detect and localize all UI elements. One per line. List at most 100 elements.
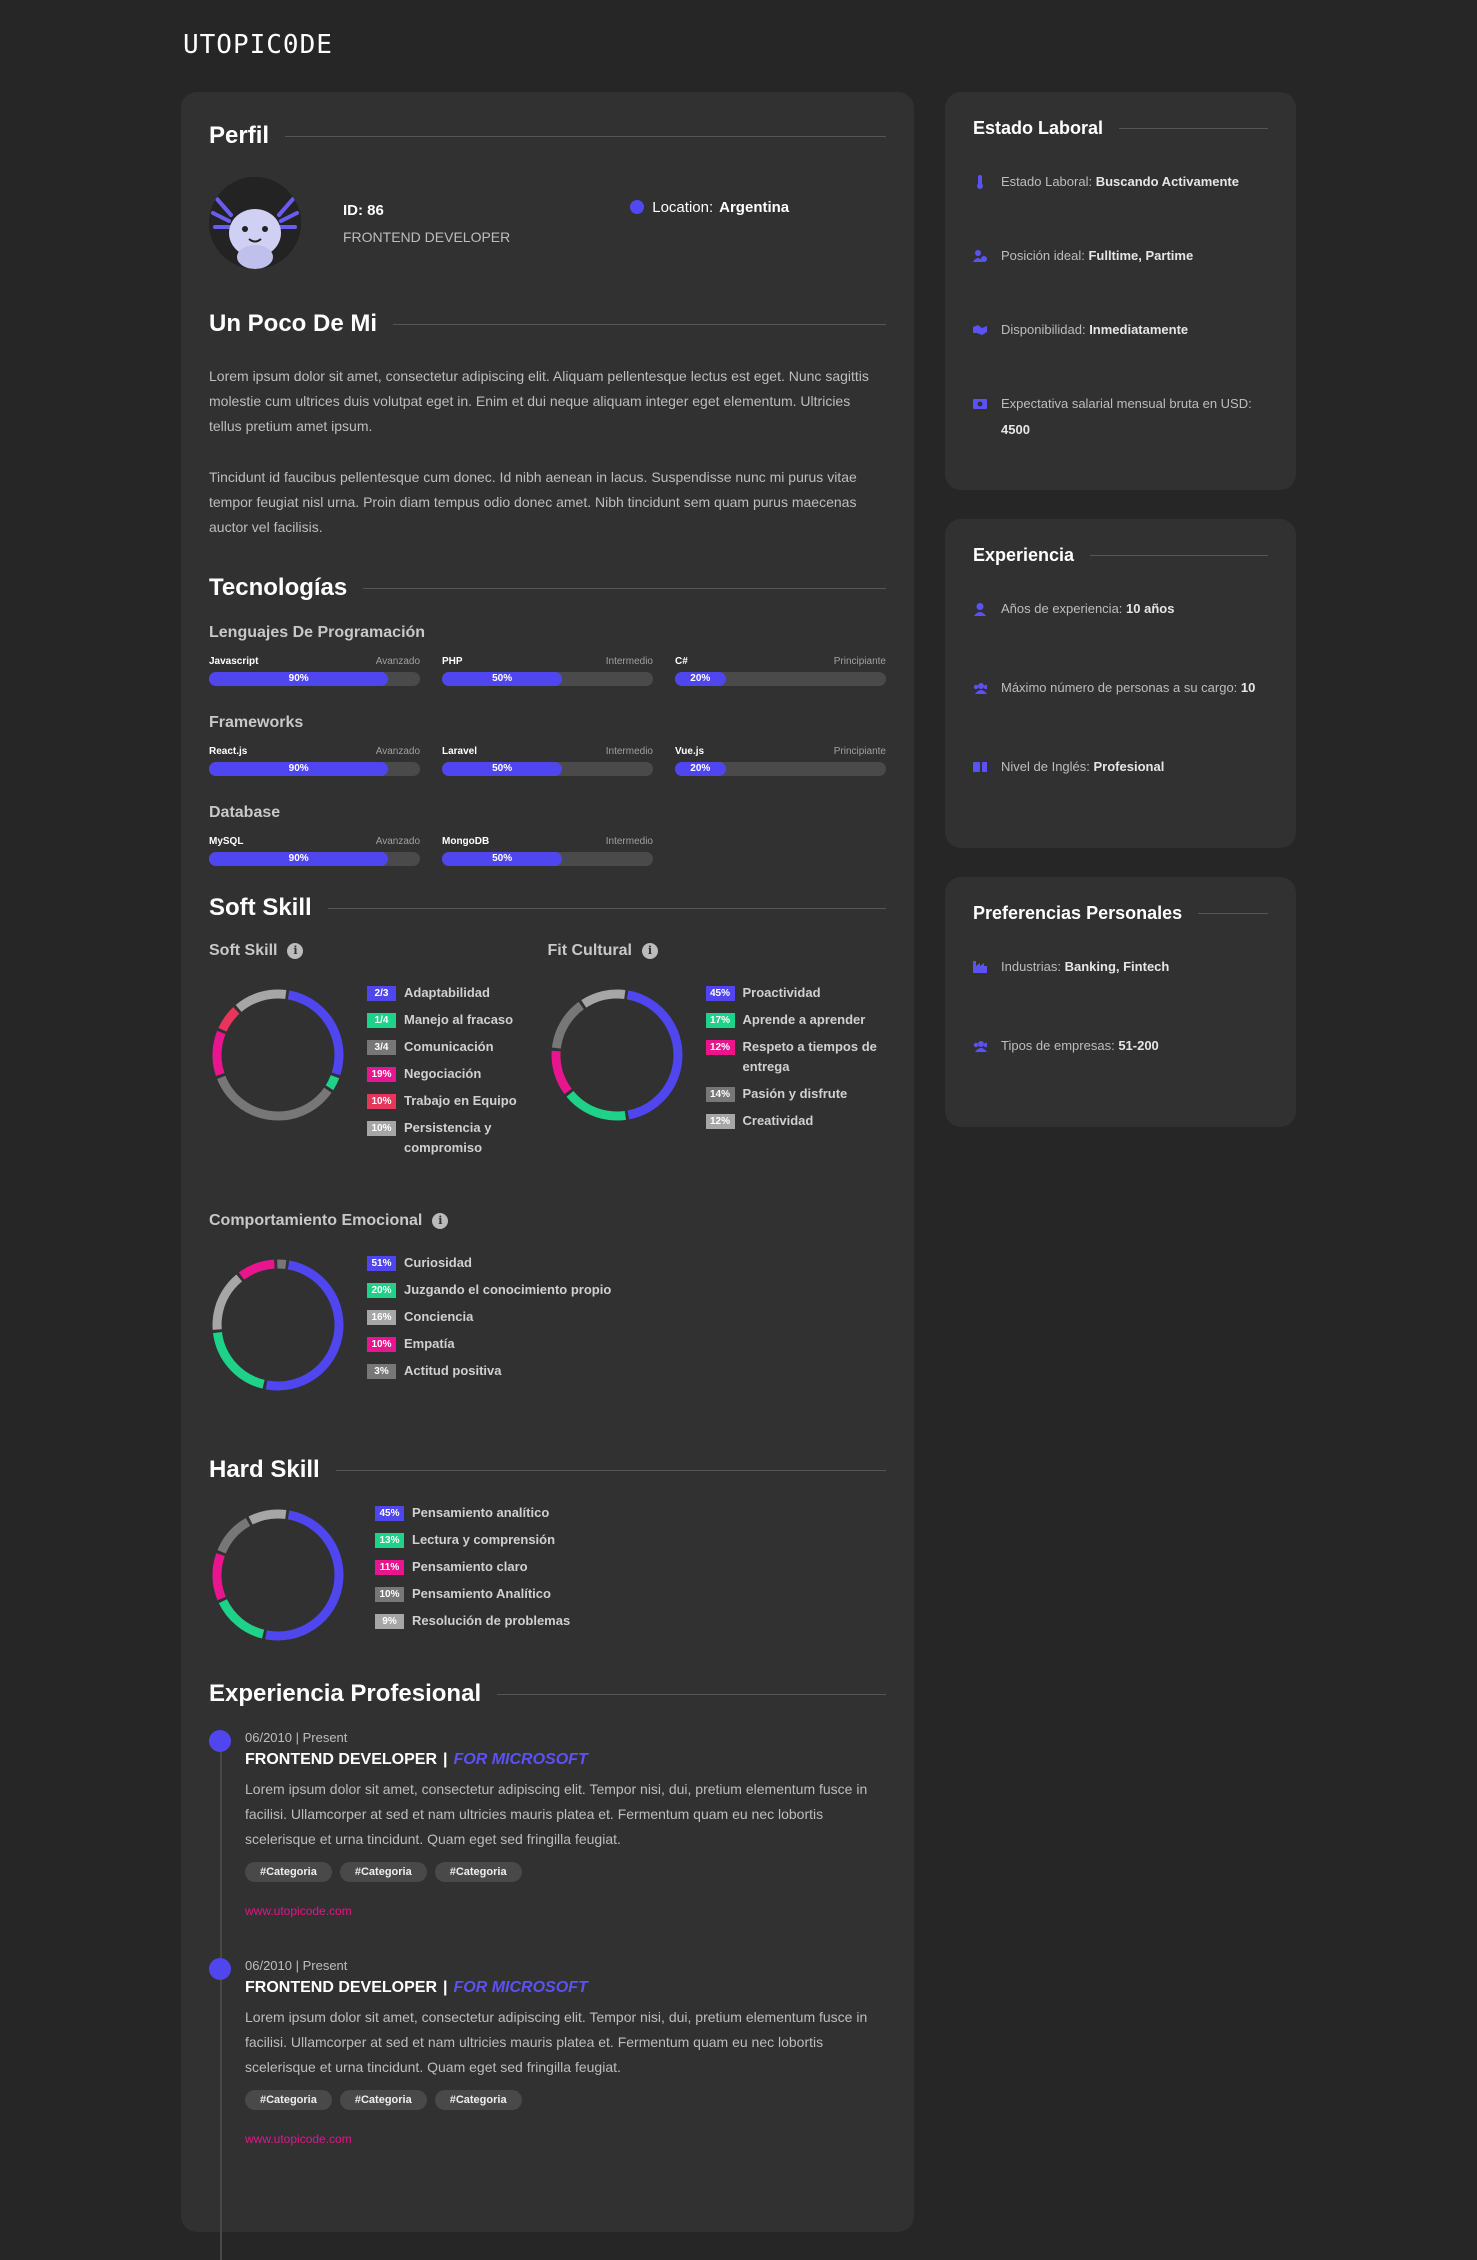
legend-item: 10% Persistencia y compromiso	[367, 1120, 548, 1158]
info-row: Estado Laboral: Buscando Activamente	[973, 169, 1268, 195]
tech-level: Intermedio	[605, 836, 653, 847]
tech-level: Avanzado	[375, 836, 420, 847]
main-card: Perfil ID: 86 FRONTEND DEVELOPER Locatio	[181, 92, 914, 2260]
legend-item: 10% Empatía	[367, 1336, 611, 1354]
info-label: Nivel de Inglés:	[1001, 759, 1090, 774]
info-value: Banking, Fintech	[1064, 959, 1170, 974]
tag-chip[interactable]: #Categoria	[245, 2090, 332, 2110]
job-date: 06/2010 | Present	[245, 1958, 348, 1973]
timeline-line	[220, 1740, 222, 2260]
legend-tag: 11%	[375, 1560, 404, 1575]
job-tags: #Categoria #Categoria #Categoria	[245, 2090, 886, 2110]
about-paragraph-1: Lorem ipsum dolor sit amet, consectetur …	[209, 368, 869, 434]
donut-segment	[212, 1509, 344, 1641]
job-description: Lorem ipsum dolor sit amet, consectetur …	[245, 2009, 868, 2075]
legend-label: Pasión y disfrute	[742, 1086, 848, 1101]
tech-name: Javascript	[209, 656, 259, 667]
info-icon[interactable]: i	[641, 943, 658, 959]
tech-progress-bar: 20%	[675, 672, 886, 686]
preferencias-title: Preferencias Personales	[973, 903, 1183, 923]
legend-item: 10% Trabajo en Equipo	[367, 1093, 548, 1111]
legend-label: Conciencia	[404, 1309, 474, 1324]
estado-rows: Estado Laboral: Buscando Activamente Posi…	[973, 169, 1268, 443]
job-role: FRONTEND DEVELOPER	[245, 1979, 438, 1996]
legend-item: 12% Creatividad	[705, 1113, 887, 1131]
tag-chip[interactable]: #Categoria	[245, 1862, 332, 1882]
legend-tag: 10%	[367, 1121, 396, 1136]
legend-label: Persistencia y compromiso	[404, 1120, 492, 1155]
donut-chart	[212, 1509, 344, 1641]
job-separator: |	[443, 1751, 448, 1768]
info-row: Expectativa salarial mensual bruta en US…	[973, 391, 1268, 443]
tech-grid: MySQL Avanzado 90% MongoDB Intermedio 50%	[209, 836, 886, 866]
legend-item: 11% Pensamiento claro	[375, 1559, 570, 1577]
legend-label: Respeto a tiempos de entrega	[742, 1039, 877, 1074]
job-link[interactable]: www.utopicode.com	[245, 2132, 352, 2146]
tech-progress-fill: 50%	[442, 852, 563, 866]
group-icon	[973, 1039, 987, 1053]
divider	[393, 323, 886, 325]
legend-tag: 1/4	[367, 1013, 396, 1028]
legend-tag: 12%	[705, 1114, 735, 1129]
tech-progress-bar: 20%	[675, 762, 886, 776]
info-icon[interactable]: i	[287, 943, 304, 959]
tech-name: React.js	[209, 746, 248, 757]
money-icon	[973, 397, 987, 411]
soft-skill-chart: Soft Skill i 2/3 Adaptabilidad 1/4 Manejo a…	[209, 942, 548, 1212]
legend-tag: 51%	[367, 1256, 396, 1271]
legend-label: Curiosidad	[404, 1255, 472, 1270]
legend-label: Adaptabilidad	[404, 985, 490, 1000]
experience-header: Experiencia Profesional	[209, 1680, 886, 1708]
tag-chip[interactable]: #Categoria	[434, 2090, 522, 2110]
donut-chart	[212, 1259, 344, 1391]
profile-title: Perfil	[209, 122, 270, 149]
legend-tag: 45%	[705, 986, 735, 1001]
info-icon[interactable]: i	[432, 1213, 449, 1229]
tech-progress-fill: 90%	[209, 672, 389, 686]
legend-item: 2/3 Adaptabilidad	[367, 985, 548, 1003]
donut-segment	[212, 989, 344, 1121]
tech-progress-fill: 20%	[675, 762, 726, 776]
experiencia-rows: Años de experiencia: 10 años Máximo númer…	[973, 596, 1268, 780]
donut-segment	[212, 1509, 344, 1641]
info-text: Expectativa salarial mensual bruta en US…	[1001, 391, 1268, 443]
job-tags: #Categoria #Categoria #Categoria	[245, 1862, 886, 1882]
hard-header: Hard Skill	[209, 1456, 886, 1484]
tag-chip[interactable]: #Categoria	[339, 1862, 427, 1882]
tech-group-title: Frameworks	[209, 714, 304, 731]
job-link[interactable]: www.utopicode.com	[245, 1904, 352, 1918]
legend-tag: 10%	[367, 1094, 396, 1109]
emotional-chart-label: Comportamiento Emocional	[209, 1212, 423, 1229]
legend-item: 45% Pensamiento analítico	[375, 1505, 570, 1523]
legend-label: Negociación	[404, 1066, 482, 1081]
tech-progress-fill: 20%	[675, 672, 726, 686]
divider	[285, 135, 886, 137]
fit-cultural-chart-title: Fit Cultural i	[548, 942, 887, 960]
avatar	[209, 177, 301, 269]
tech-name: C#	[675, 656, 688, 667]
legend-label: Lectura y comprensión	[412, 1532, 556, 1547]
legend-item: 20% Juzgando el conocimiento propio	[367, 1282, 611, 1300]
legend-item: 1/4 Manejo al fracaso	[367, 1012, 548, 1030]
tech-item: Vue.js Principiante 20%	[675, 746, 886, 776]
logo[interactable]: UTOPIC0DE	[183, 30, 333, 60]
legend-label: Proactividad	[742, 985, 821, 1000]
legend-label: Pensamiento analítico	[412, 1505, 550, 1520]
tech-level: Avanzado	[375, 746, 420, 757]
info-text: Años de experiencia: 10 años	[1001, 596, 1174, 622]
tech-level: Intermedio	[605, 656, 653, 667]
tech-progress-fill: 50%	[442, 762, 563, 776]
legend-item: 19% Negociación	[367, 1066, 548, 1084]
info-row: Posición ideal: Fulltime, Partime	[973, 243, 1268, 269]
legend-tag: 9%	[375, 1614, 404, 1629]
divider	[327, 907, 886, 909]
handshake-icon	[973, 323, 987, 337]
profile-row: ID: 86 FRONTEND DEVELOPER Location: Arge…	[209, 176, 886, 270]
soft-skill-donut-block: 2/3 Adaptabilidad 1/4 Manejo al fracaso 3/4 C…	[209, 985, 548, 1168]
legend-tag: 3%	[367, 1364, 396, 1379]
about-paragraph-2: Tincidunt id faucibus pellentesque cum d…	[209, 469, 857, 535]
tag-chip[interactable]: #Categoria	[434, 1862, 522, 1882]
legend-tag: 16%	[367, 1310, 396, 1325]
tag-chip[interactable]: #Categoria	[339, 2090, 427, 2110]
legend-label: Creatividad	[742, 1113, 814, 1128]
